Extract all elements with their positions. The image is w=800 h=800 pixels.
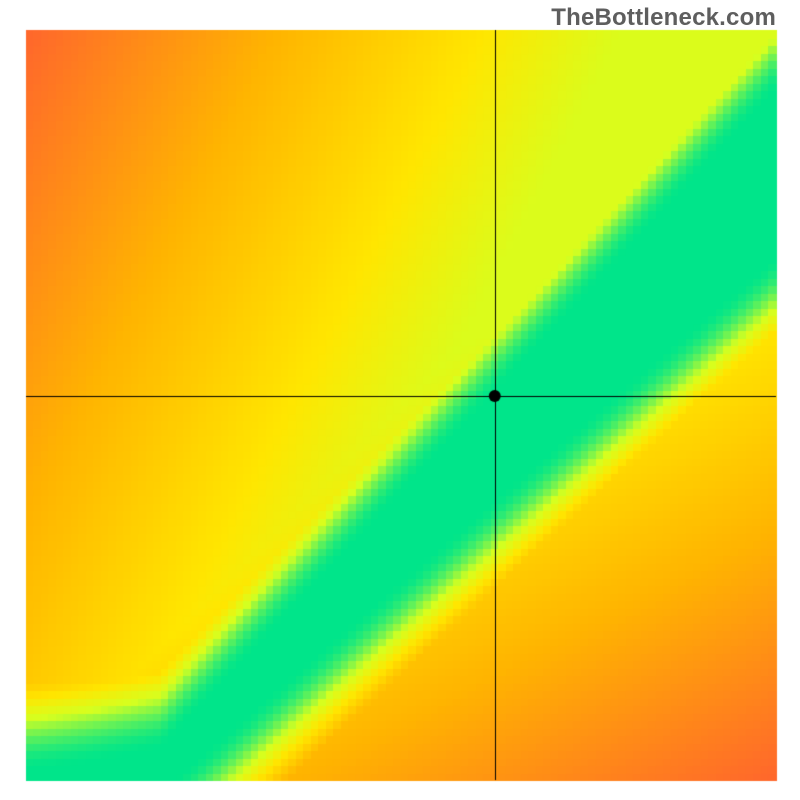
bottleneck-heatmap-canvas [0, 0, 800, 800]
watermark-text: TheBottleneck.com [551, 4, 776, 32]
chart-stage: TheBottleneck.com [0, 0, 800, 800]
